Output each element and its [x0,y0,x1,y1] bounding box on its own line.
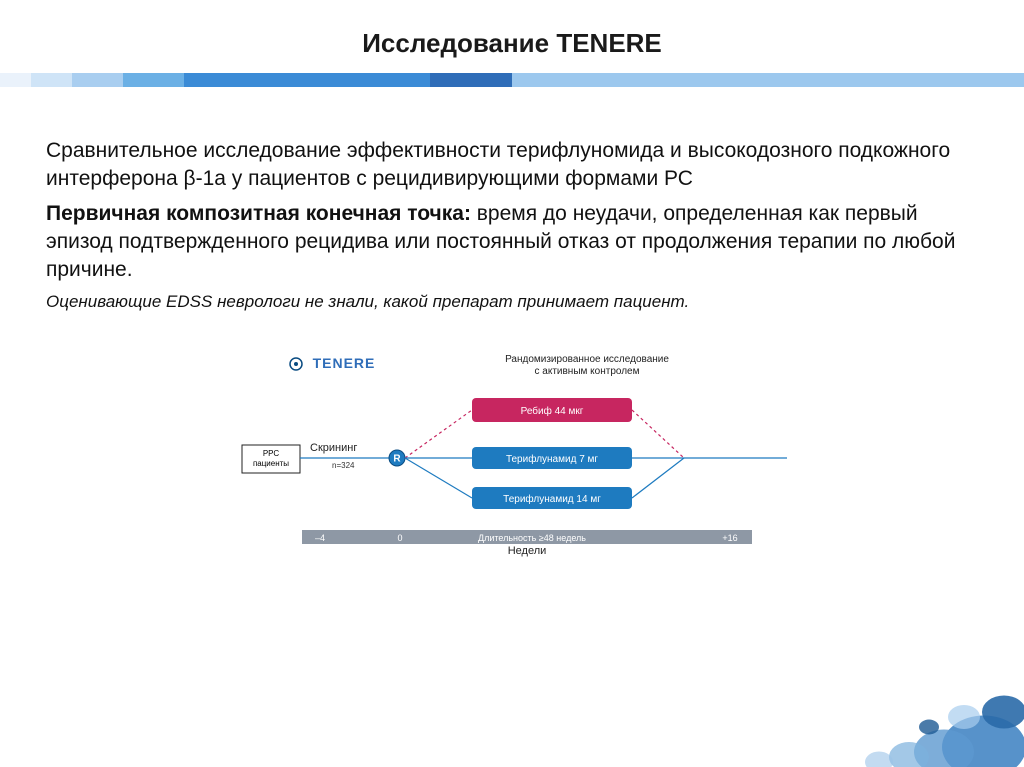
svg-text:TENERE: TENERE [313,355,376,371]
svg-text:пациенты: пациенты [253,459,289,468]
svg-text:Терифлунамид 14 мг: Терифлунамид 14 мг [503,493,601,505]
svg-text:–4: –4 [315,533,325,543]
svg-text:Рандомизированное исследование: Рандомизированное исследование [505,354,669,365]
study-design-diagram: TENERE Рандомизированное исследованиес ак… [232,350,792,568]
body-content: Сравнительное исследование эффективности… [0,87,1024,568]
svg-text:Длительность ≥48 недель: Длительность ≥48 недель [478,533,586,543]
svg-text:РРС: РРС [263,449,280,458]
svg-text:Скрининг: Скрининг [310,442,357,454]
svg-text:n=324: n=324 [332,461,355,470]
svg-text:Недели: Недели [508,545,547,557]
paragraph-primary-endpoint: Первичная композитная конечная точка: вр… [46,200,978,285]
decorative-corner-art [834,657,1024,767]
paragraph-intro: Сравнительное исследование эффективности… [46,137,978,194]
decor-bar [0,73,1024,87]
svg-text:0: 0 [397,533,402,543]
svg-text:R: R [393,453,401,464]
svg-text:Терифлунамид 7 мг: Терифлунамид 7 мг [506,453,598,465]
primary-endpoint-label: Первичная композитная конечная точка: [46,202,471,225]
page-title: Исследование TENERE [0,0,1024,73]
svg-text:Ребиф 44 мкг: Ребиф 44 мкг [521,405,584,417]
paragraph-blinding-note: Оценивающие EDSS неврологи не знали, как… [46,291,978,314]
svg-text:+16: +16 [722,533,737,543]
svg-text:с активным контролем: с активным контролем [535,366,640,377]
